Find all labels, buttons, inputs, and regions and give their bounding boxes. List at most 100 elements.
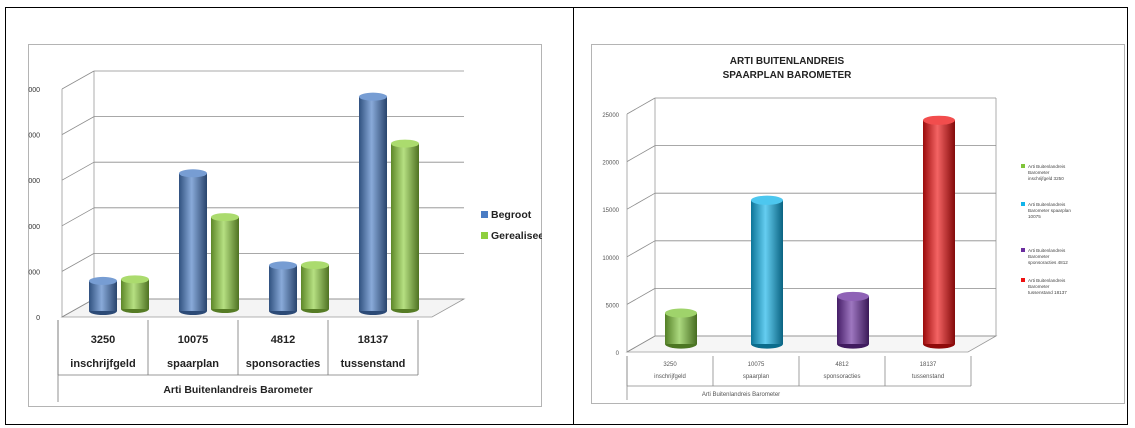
gridline-side [626, 97, 656, 115]
bar-tussenstand [923, 115, 955, 349]
y-tick-label: 5000 [606, 303, 620, 309]
y-tick-label: 20000 [28, 133, 40, 140]
category-label: sponsoracties [823, 374, 860, 380]
bar-spaarplan [751, 195, 783, 349]
gridline-side [626, 192, 656, 210]
gridline-side [626, 145, 656, 162]
category-value: 18137 [920, 362, 937, 368]
y-tick-label: 10000 [28, 224, 40, 231]
bar-top [359, 92, 387, 101]
bar-top [179, 169, 207, 178]
category-value: 3250 [663, 362, 677, 368]
y-tick-label: 5000 [28, 269, 40, 276]
panel-divider [573, 7, 574, 425]
category-label: spaarplan [743, 374, 769, 380]
legend-label: Barometer spaarplan [1028, 208, 1071, 213]
chart-right: ARTI BUITENLANDREIS SPAARPLAN BAROMETER 0 5… [591, 44, 1125, 404]
category-label: inschrijfgeld [70, 358, 135, 370]
bar-top [923, 115, 955, 125]
bars-group [89, 92, 419, 315]
x-axis-title: Arti Buitenlandreis Barometer [163, 384, 312, 396]
category-value: 10075 [748, 362, 765, 368]
chart-right-panel: ARTI BUITENLANDREIS SPAARPLAN BAROMETER 0 5… [591, 44, 1125, 404]
y-tick-label: 10000 [602, 256, 619, 262]
chart-left: 0 5000 10000 15000 20000 25000 3250 inschrijfge… [21, 44, 555, 407]
chart-subtitle: SPAARPLAN BAROMETER [723, 70, 852, 81]
bar-top [269, 261, 297, 270]
bar-body [179, 173, 207, 311]
gridline-side [61, 70, 95, 90]
bar-inschrijfgeld [665, 308, 697, 349]
bar-top [391, 139, 419, 148]
gridline-side [61, 253, 95, 272]
legend-swatch [481, 232, 488, 239]
legend-label: Begroot [491, 209, 532, 221]
gridline-side [61, 298, 95, 318]
y-tick-label: 0 [36, 315, 40, 322]
legend-label: Gerealiseerd [491, 230, 542, 242]
gridline-side [61, 116, 95, 135]
bar-begroot-inschrijfgeld [89, 276, 117, 315]
legend-swatch [1021, 164, 1025, 168]
bar-begroot-tussenstand [359, 92, 387, 315]
bar-body [751, 200, 783, 344]
legend-label: sponsoracties 4812 [1028, 260, 1068, 265]
gridline-side [626, 335, 656, 353]
legend-label: 10075 [1028, 214, 1041, 219]
y-tick-label: 15000 [602, 208, 619, 214]
bar-body [121, 279, 149, 309]
category-label: tussenstand [341, 358, 406, 370]
legend-label: Arti Buitenlandreis [1028, 202, 1066, 207]
y-tick-label: 0 [616, 351, 620, 357]
y-tick-label: 20000 [602, 161, 619, 167]
chart-area-border [28, 44, 542, 407]
outer-frame [5, 7, 1128, 425]
category-label: tussenstand [912, 374, 944, 380]
bar-begroot-sponsoracties [269, 261, 297, 315]
category-value: 10075 [178, 334, 209, 346]
x-axis-title: Arti Buitenlandreis Barometer [702, 392, 780, 398]
legend-label: Barometer [1028, 254, 1050, 259]
legend-swatch [481, 211, 488, 218]
gridline-side [61, 161, 95, 181]
category-value: 4812 [835, 362, 849, 368]
legend-swatch [1021, 202, 1025, 206]
category-value: 4812 [271, 334, 295, 346]
bar-gerealiseerd-inschrijfgeld [121, 275, 149, 313]
bar-body [359, 96, 387, 312]
bar-top [89, 276, 117, 285]
category-value: 18137 [358, 334, 389, 346]
bar-body [89, 280, 117, 311]
bar-top [301, 261, 329, 270]
legend-label: Arti Buitenlandreis [1028, 278, 1066, 283]
legend-label: Arti Buitenlandreis [1028, 164, 1066, 169]
bar-body [923, 120, 955, 344]
y-tick-label: 25000 [28, 87, 40, 94]
bar-body [211, 217, 239, 309]
y-tick-label: 25000 [602, 113, 619, 119]
chart-title: ARTI BUITENLANDREIS [730, 56, 845, 67]
bar-top [751, 195, 783, 205]
bar-body [837, 296, 869, 344]
bar-body [301, 265, 329, 309]
chart-left-panel: 0 5000 10000 15000 20000 25000 3250 inschrijfge… [21, 44, 555, 407]
bar-top [121, 275, 149, 284]
bar-gerealiseerd-tussenstand [391, 139, 419, 313]
legend-label: tussenstand 18137 [1028, 290, 1067, 295]
bar-top [211, 213, 239, 222]
category-label: inschrijfgeld [654, 374, 686, 380]
legend-label: Barometer [1028, 284, 1050, 289]
bar-body [665, 313, 697, 344]
legend-swatch [1021, 278, 1025, 282]
bar-gerealiseerd-spaarplan [211, 213, 239, 313]
gridline-side [626, 288, 656, 305]
legend-swatch [1021, 248, 1025, 252]
legend-label: Barometer [1028, 170, 1050, 175]
bar-top [665, 308, 697, 318]
category-value: 3250 [91, 334, 115, 346]
gridline-side [61, 207, 95, 227]
bar-gerealiseerd-sponsoracties [301, 261, 329, 313]
legend-label: Arti Buitenlandreis [1028, 248, 1066, 253]
category-label: spaarplan [167, 358, 219, 370]
category-label: sponsoracties [246, 358, 321, 370]
